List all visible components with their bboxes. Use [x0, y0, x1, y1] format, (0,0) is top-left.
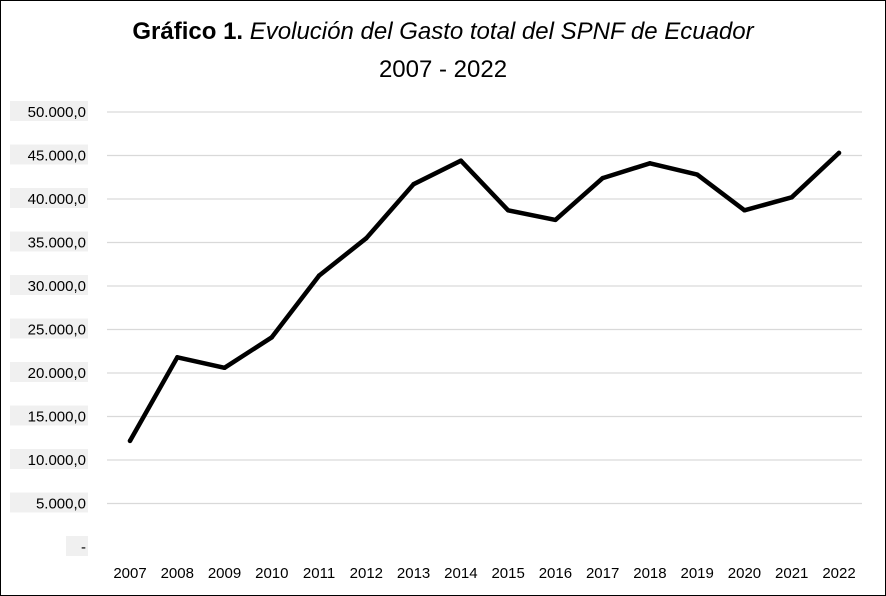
y-tick-label-bg [66, 536, 88, 556]
data-point [505, 208, 511, 213]
x-tick-label: 2015 [491, 565, 524, 582]
x-tick-label: 2019 [681, 565, 714, 582]
data-point [695, 172, 700, 177]
data-point [364, 235, 369, 241]
data-point [458, 158, 464, 163]
data-point [316, 273, 322, 278]
x-tick-label: 2022 [822, 565, 855, 582]
y-tick-label: 10.000,0 [28, 452, 86, 469]
y-tick-label-bg [10, 449, 88, 469]
x-tick-label: 2008 [161, 565, 194, 582]
x-tick-label: 2013 [397, 565, 430, 582]
y-tick-label: 5.000,0 [36, 496, 86, 513]
x-tick-label: 2021 [775, 565, 808, 582]
chart-title: Gráfico 1. Evolución del Gasto total del… [0, 18, 886, 46]
data-point [127, 438, 133, 444]
x-tick-label: 2014 [444, 565, 477, 582]
data-point [175, 355, 180, 360]
y-tick-label: 15.000,0 [28, 409, 86, 426]
y-tick-label-bg [10, 318, 88, 339]
y-tick-label-bg [10, 231, 88, 252]
series-line [127, 150, 842, 444]
y-tick-label-bg [10, 101, 88, 121]
y-tick-label-bg [10, 275, 88, 295]
chart-title-main: Evolución del Gasto total del SPNF de Ec… [249, 18, 754, 45]
chart-subtitle: 2007 - 2022 [378, 56, 508, 83]
y-tick-label: 35.000,0 [28, 235, 86, 252]
y-tick-label: 40.000,0 [28, 191, 86, 208]
y-tick-label-bg [10, 188, 88, 208]
data-point [600, 175, 605, 181]
data-point [742, 208, 747, 213]
chart-title-prefix: Gráfico 1. [132, 18, 244, 45]
y-tick-label: 25.000,0 [28, 322, 86, 339]
y-tick-label-bg [10, 492, 88, 513]
x-tick-label: 2018 [633, 565, 666, 582]
data-point [789, 195, 794, 200]
x-tick-label: 2007 [113, 565, 146, 582]
x-tick-label: 2011 [303, 565, 335, 582]
x-tick-label: 2010 [255, 565, 288, 582]
y-tick-label-bg [10, 405, 88, 426]
data-point [411, 182, 416, 187]
x-tick-label: 2009 [208, 565, 241, 582]
y-tick-label-bg [10, 362, 88, 382]
y-tick-label: 20.000,0 [28, 365, 86, 382]
data-point [269, 335, 274, 340]
y-tick-label: 30.000,0 [28, 278, 86, 295]
x-tick-label: 2020 [728, 565, 761, 582]
x-tick-label: 2012 [350, 565, 383, 582]
x-tick-label: 2017 [586, 565, 619, 582]
data-point [647, 161, 653, 166]
y-tick-label: 50.000,0 [28, 104, 86, 121]
y-tick-label-bg [10, 144, 88, 165]
y-tick-label: - [81, 539, 86, 556]
data-point [836, 150, 842, 156]
y-tick-label: 45.000,0 [28, 148, 86, 165]
data-point [553, 217, 558, 223]
data-point [222, 365, 227, 370]
x-tick-label: 2016 [539, 565, 572, 582]
